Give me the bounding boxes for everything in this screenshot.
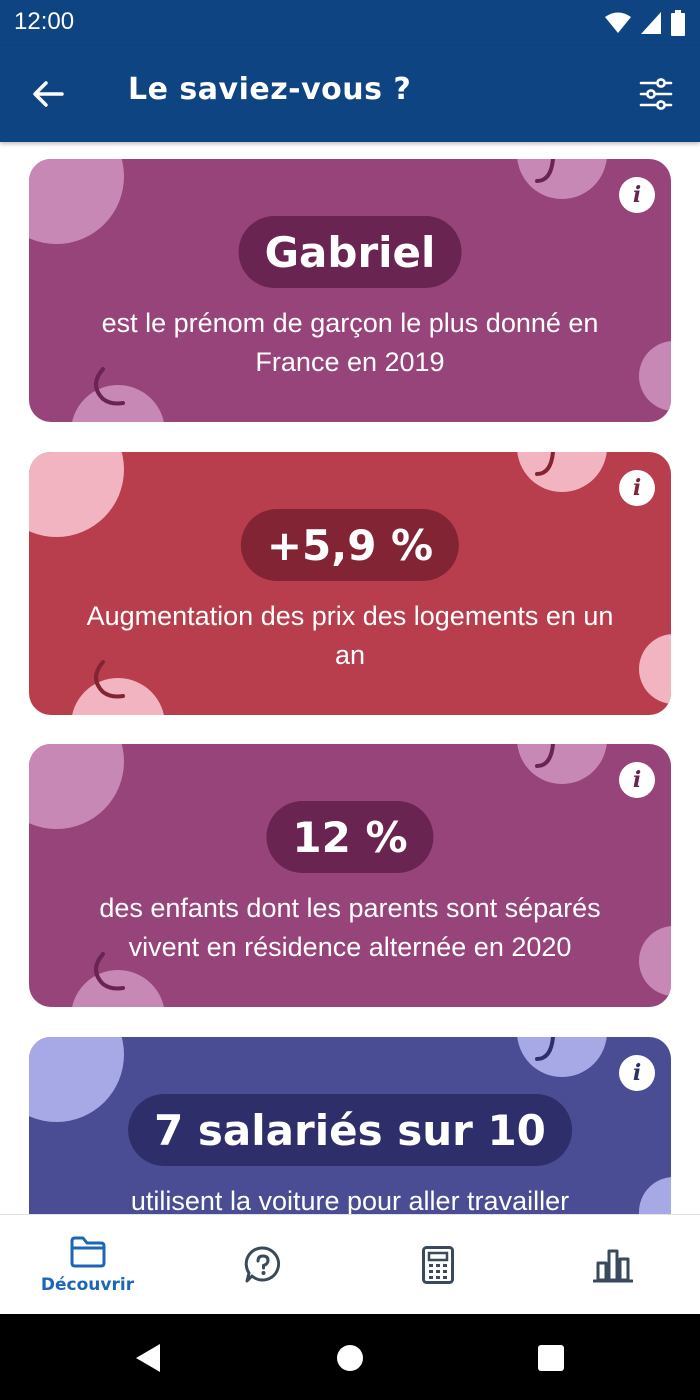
circle-home-icon <box>337 1345 363 1371</box>
card-arc-decoration <box>535 159 555 183</box>
sliders-icon <box>639 78 673 110</box>
fact-highlight: 12 % <box>292 812 408 862</box>
info-icon: i <box>632 767 642 793</box>
page-title: Le saviez-vous ? <box>128 72 412 107</box>
triangle-back-icon <box>136 1344 160 1372</box>
card-arc-decoration <box>94 660 125 699</box>
nav-item-statistics[interactable] <box>525 1215 700 1315</box>
card-arc-decoration <box>535 744 555 768</box>
fact-list[interactable]: i Gabriel est le prénom de garçon le plu… <box>0 142 700 1214</box>
card-decoration <box>639 634 671 704</box>
fact-card[interactable]: i 12 % des enfants dont les parents sont… <box>29 744 671 1007</box>
card-decoration <box>639 341 671 411</box>
card-decoration <box>29 1037 124 1122</box>
app-bar: Le saviez-vous ? <box>0 46 700 142</box>
cell-signal-icon <box>641 12 661 34</box>
status-bar: 12:00 <box>0 0 700 46</box>
help-bubble-icon <box>244 1246 280 1283</box>
fact-highlight-pill: 7 salariés sur 10 <box>128 1094 572 1166</box>
info-icon: i <box>632 182 642 208</box>
nav-item-help[interactable] <box>175 1215 350 1315</box>
info-button[interactable]: i <box>619 470 655 506</box>
fact-highlight-pill: Gabriel <box>238 216 462 288</box>
fact-card[interactable]: i +5,9 % Augmentation des prix des logem… <box>29 452 671 715</box>
system-back-button[interactable] <box>128 1338 168 1378</box>
info-button[interactable]: i <box>619 177 655 213</box>
info-icon: i <box>632 1060 642 1086</box>
system-home-button[interactable] <box>330 1338 370 1378</box>
fact-card[interactable]: i 7 salariés sur 10 utilisent la voiture… <box>29 1037 671 1214</box>
status-icons <box>604 10 686 36</box>
card-decoration <box>29 159 124 244</box>
fact-highlight: 7 salariés sur 10 <box>154 1105 546 1155</box>
card-decoration <box>29 452 124 537</box>
filter-button[interactable] <box>634 72 678 116</box>
back-button[interactable] <box>26 72 70 116</box>
fact-description: est le prénom de garçon le plus donné en… <box>101 308 599 377</box>
card-arc-decoration <box>94 367 125 406</box>
arrow-left-icon <box>33 81 64 107</box>
nav-label: Découvrir <box>40 1275 135 1295</box>
wifi-icon <box>605 12 631 33</box>
fact-highlight-pill: +5,9 % <box>240 509 460 581</box>
info-button[interactable]: i <box>619 762 655 798</box>
fact-highlight: +5,9 % <box>266 520 434 570</box>
card-decoration <box>639 1177 671 1214</box>
system-navigation-bar <box>0 1314 700 1400</box>
calculator-icon <box>421 1246 454 1284</box>
info-button[interactable]: i <box>619 1055 655 1091</box>
fact-card[interactable]: i Gabriel est le prénom de garçon le plu… <box>29 159 671 422</box>
system-recents-button[interactable] <box>531 1338 571 1378</box>
card-arc-decoration <box>94 952 125 991</box>
nav-item-decouvrir[interactable]: Découvrir <box>0 1215 175 1315</box>
square-recents-icon <box>538 1345 564 1371</box>
bottom-navigation: Découvrir <box>0 1214 700 1314</box>
bar-chart-icon <box>592 1249 633 1283</box>
fact-description: utilisent la voiture pour aller travaill… <box>130 1186 570 1214</box>
nav-item-calculator[interactable] <box>350 1215 525 1315</box>
info-icon: i <box>632 475 642 501</box>
fact-highlight-pill: 12 % <box>266 801 434 873</box>
battery-icon <box>671 10 685 36</box>
folder-icon <box>70 1236 105 1268</box>
card-arc-decoration <box>535 1037 555 1061</box>
status-time: 12:00 <box>14 8 75 35</box>
fact-highlight: Gabriel <box>264 227 436 277</box>
fact-description: Augmentation des prix des logements en u… <box>86 601 614 670</box>
fact-description: des enfants dont les parents sont séparé… <box>99 893 601 962</box>
card-decoration <box>29 744 124 829</box>
card-decoration <box>639 926 671 996</box>
card-arc-decoration <box>535 452 555 476</box>
